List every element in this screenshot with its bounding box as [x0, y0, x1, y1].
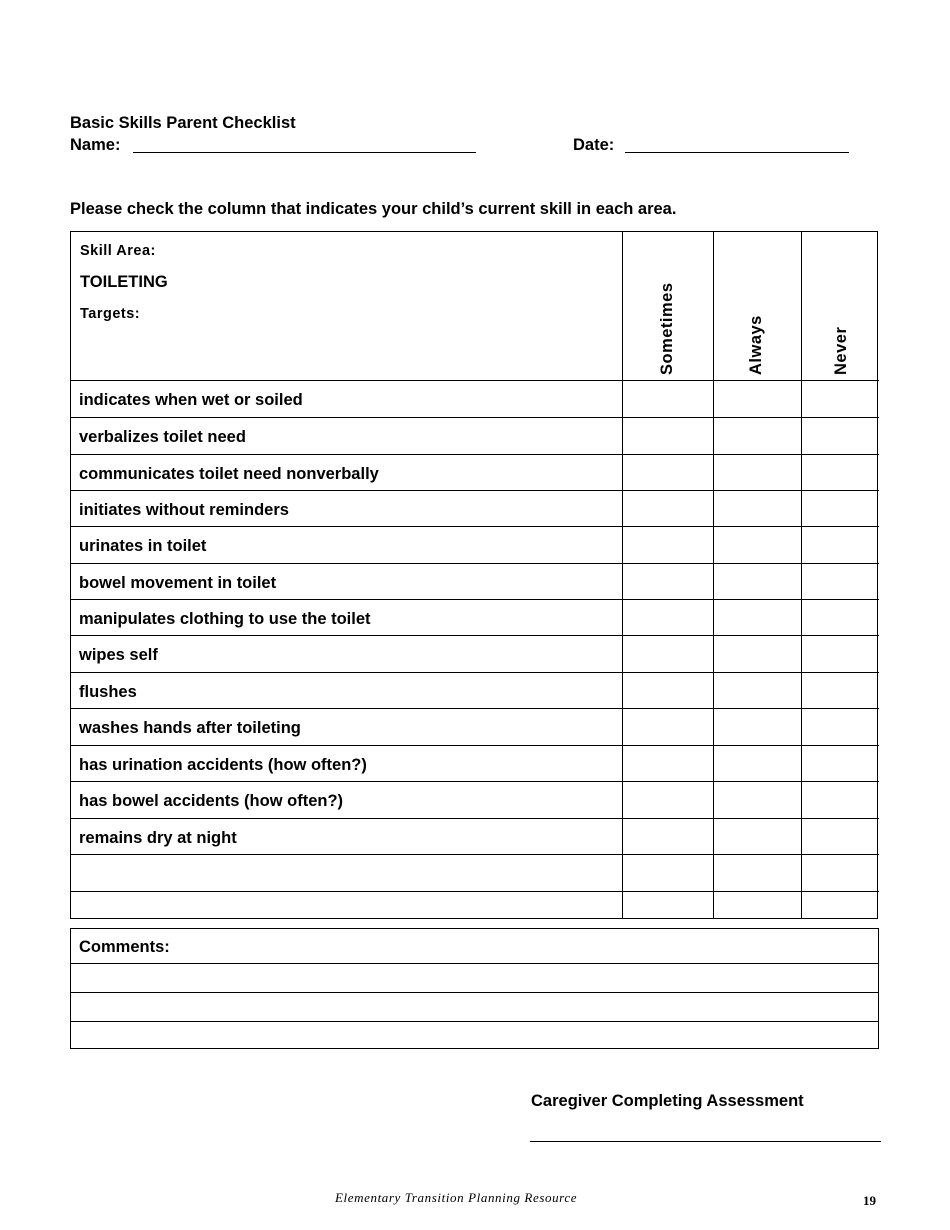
table-row-label: wipes self	[79, 646, 158, 664]
checkbox-cell-never[interactable]	[802, 455, 878, 490]
table-row-label: remains dry at night	[79, 829, 237, 847]
checkbox-cell-always[interactable]	[714, 636, 801, 672]
checkbox-cell-never[interactable]	[802, 600, 878, 635]
date-label: Date:	[573, 136, 615, 154]
checkbox-cell-never[interactable]	[802, 564, 878, 599]
checkbox-cell-always[interactable]	[714, 673, 801, 708]
row-divider	[70, 563, 879, 564]
instructions: Please check the column that indicates y…	[70, 200, 677, 218]
skill-area-value: TOILETING	[80, 273, 168, 291]
checkbox-cell-always[interactable]	[714, 819, 801, 854]
comment-line	[70, 963, 879, 964]
checkbox-cell-sometimes[interactable]	[623, 746, 713, 781]
table-row-label: has bowel accidents (how often?)	[79, 792, 344, 810]
targets-label: Targets:	[80, 306, 141, 322]
caregiver-signature-field[interactable]	[530, 1141, 881, 1142]
caregiver-label: Caregiver Completing Assessment	[531, 1092, 804, 1110]
row-divider	[70, 380, 879, 381]
checkbox-cell-sometimes[interactable]	[623, 564, 713, 599]
column-divider	[801, 231, 802, 919]
checkbox-cell-sometimes[interactable]	[623, 600, 713, 635]
row-divider	[70, 708, 879, 709]
row-divider	[70, 490, 879, 491]
checkbox-cell-sometimes[interactable]	[623, 855, 713, 891]
checkbox-cell-never[interactable]	[802, 819, 878, 854]
name-field[interactable]	[133, 152, 476, 153]
row-divider	[70, 454, 879, 455]
row-divider	[70, 891, 879, 892]
column-header-always: Always	[747, 315, 765, 375]
footer-text: Elementary Transition Planning Resource	[335, 1190, 578, 1205]
row-divider	[70, 599, 879, 600]
row-divider	[70, 854, 879, 855]
checkbox-cell-sometimes[interactable]	[623, 636, 713, 672]
checkbox-cell-always[interactable]	[714, 782, 801, 818]
checkbox-cell-sometimes[interactable]	[623, 819, 713, 854]
row-divider	[70, 635, 879, 636]
checkbox-cell-always[interactable]	[714, 418, 801, 454]
column-divider	[713, 231, 714, 919]
comment-line	[70, 992, 879, 993]
checkbox-cell-sometimes[interactable]	[623, 381, 713, 417]
row-divider	[70, 672, 879, 673]
table-row-label: washes hands after toileting	[79, 719, 301, 737]
checklist-table	[70, 231, 878, 919]
checkbox-cell-sometimes[interactable]	[623, 418, 713, 454]
column-header-sometimes: Sometimes	[658, 282, 676, 375]
name-label: Name:	[70, 136, 121, 154]
checkbox-cell-sometimes[interactable]	[623, 782, 713, 818]
checkbox-cell-never[interactable]	[802, 636, 878, 672]
checkbox-cell-always[interactable]	[714, 381, 801, 417]
checkbox-cell-never[interactable]	[802, 709, 878, 745]
checkbox-cell-always[interactable]	[714, 892, 801, 919]
checkbox-cell-never[interactable]	[802, 782, 878, 818]
row-divider	[70, 818, 879, 819]
row-divider	[70, 526, 879, 527]
table-row-label: communicates toilet need nonverbally	[79, 465, 379, 483]
date-field[interactable]	[625, 152, 849, 153]
comments-box[interactable]	[70, 928, 879, 1049]
checkbox-cell-never[interactable]	[802, 381, 878, 417]
checkbox-cell-always[interactable]	[714, 564, 801, 599]
row-divider	[70, 745, 879, 746]
checkbox-cell-always[interactable]	[714, 855, 801, 891]
checkbox-cell-never[interactable]	[802, 892, 878, 919]
table-row-label: initiates without reminders	[79, 501, 289, 519]
checkbox-cell-never[interactable]	[802, 855, 878, 891]
table-row-label: has urination accidents (how often?)	[79, 756, 367, 774]
checkbox-cell-never[interactable]	[802, 418, 878, 454]
column-divider	[622, 231, 623, 919]
page-title: Basic Skills Parent Checklist	[70, 114, 296, 132]
checkbox-cell-always[interactable]	[714, 600, 801, 635]
row-divider	[70, 417, 879, 418]
checkbox-cell-sometimes[interactable]	[623, 491, 713, 526]
checkbox-cell-always[interactable]	[714, 527, 801, 563]
checkbox-cell-sometimes[interactable]	[623, 455, 713, 490]
checkbox-cell-sometimes[interactable]	[623, 527, 713, 563]
checkbox-cell-never[interactable]	[802, 746, 878, 781]
checkbox-cell-never[interactable]	[802, 491, 878, 526]
table-row-label: indicates when wet or soiled	[79, 391, 303, 409]
comment-line	[70, 1021, 879, 1022]
checkbox-cell-always[interactable]	[714, 455, 801, 490]
row-divider	[70, 781, 879, 782]
table-row-label: urinates in toilet	[79, 537, 207, 555]
page-number: 19	[863, 1193, 876, 1208]
checkbox-cell-always[interactable]	[714, 709, 801, 745]
skill-area-label: Skill Area:	[80, 243, 156, 259]
column-header-never: Never	[832, 326, 850, 375]
checkbox-cell-always[interactable]	[714, 491, 801, 526]
checkbox-cell-never[interactable]	[802, 527, 878, 563]
checkbox-cell-sometimes[interactable]	[623, 709, 713, 745]
checkbox-cell-never[interactable]	[802, 673, 878, 708]
table-row-label: verbalizes toilet need	[79, 428, 246, 446]
checkbox-cell-sometimes[interactable]	[623, 673, 713, 708]
comments-label: Comments:	[79, 938, 170, 956]
checkbox-cell-always[interactable]	[714, 746, 801, 781]
table-row-label: flushes	[79, 683, 137, 701]
table-row-label: bowel movement in toilet	[79, 574, 277, 592]
table-row-label: manipulates clothing to use the toilet	[79, 610, 371, 628]
checkbox-cell-sometimes[interactable]	[623, 892, 713, 919]
